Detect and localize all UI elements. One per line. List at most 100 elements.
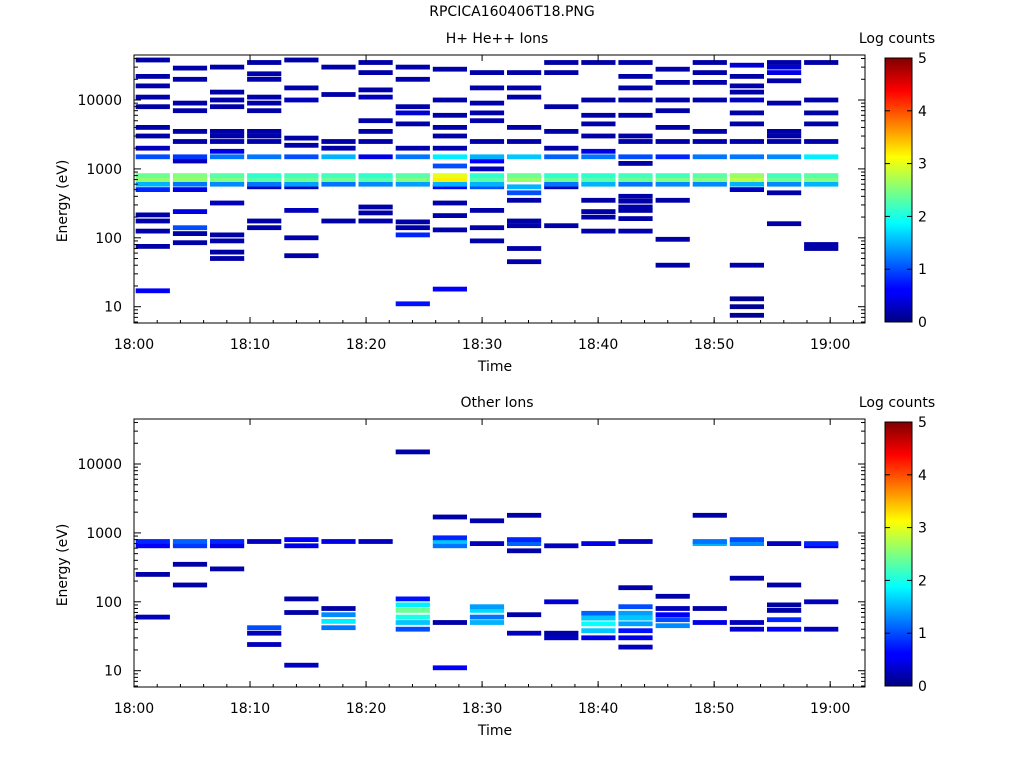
heatmap-cell — [544, 129, 579, 134]
heatmap-cell — [210, 154, 245, 160]
heatmap-cell — [544, 173, 579, 178]
heatmap-cell — [544, 223, 579, 229]
x-tick-label: 18:30 — [462, 337, 502, 353]
heatmap-cell — [581, 621, 616, 627]
heatmap-cell — [804, 181, 839, 187]
heatmap-cell — [395, 181, 430, 187]
y-tick-label: 10 — [104, 300, 122, 316]
heatmap-cell — [804, 121, 839, 127]
heatmap-cell — [210, 129, 245, 134]
heatmap-cell — [135, 543, 170, 549]
heatmap-cell — [135, 539, 170, 544]
heatmap-cell — [432, 97, 467, 103]
heatmap-cell — [210, 232, 245, 238]
heatmap-cell — [655, 197, 690, 203]
heatmap-cell — [432, 145, 467, 151]
heatmap-cell — [284, 253, 319, 259]
heatmap-cell — [655, 139, 690, 144]
heatmap-cell — [729, 110, 764, 116]
heatmap-cell — [135, 94, 170, 100]
heatmap-cell — [135, 57, 170, 63]
heatmap-cell — [395, 145, 430, 151]
heatmap-cell — [469, 181, 505, 187]
heatmap-cell — [507, 173, 542, 178]
heatmap-cell — [210, 539, 245, 544]
plot-frame — [133, 54, 866, 324]
heatmap-cell — [210, 256, 245, 261]
y-axis-label: Energy (eV) — [55, 160, 71, 243]
heatmap-cell — [581, 635, 616, 641]
heatmap-cell — [210, 89, 245, 95]
colorbar-tick-label: 1 — [918, 626, 927, 642]
heatmap-cell — [655, 66, 690, 72]
y-tick-label: 1000 — [86, 162, 122, 178]
heatmap-cell — [618, 97, 653, 103]
heatmap-cell — [507, 537, 542, 542]
y-tick-label: 100 — [95, 595, 122, 611]
heatmap-cell — [172, 173, 208, 178]
heatmap-cell — [395, 219, 430, 225]
heatmap-cell — [618, 60, 653, 65]
heatmap-cell — [767, 617, 802, 623]
heatmap-cell — [507, 223, 542, 229]
heatmap-cell — [618, 154, 653, 160]
heatmap-cell — [172, 177, 208, 182]
heatmap-cell — [618, 204, 653, 210]
colorbar-tick-label: 2 — [918, 573, 927, 589]
heatmap-cell — [729, 177, 764, 182]
heatmap-cell — [804, 154, 839, 160]
heatmap-cell — [247, 94, 282, 100]
heatmap-cell — [210, 104, 245, 110]
heatmap-cell — [172, 65, 208, 71]
heatmap-cell — [432, 125, 467, 130]
heatmap-cell — [432, 539, 467, 544]
heatmap-cell — [395, 626, 430, 632]
heatmap-cell — [469, 608, 505, 613]
heatmap-cell — [507, 70, 542, 75]
heatmap-cell — [655, 606, 690, 611]
panel-h-he-ions: H+ He++ Ions Log counts 18:00 18:10 18:20 1… — [55, 31, 935, 375]
heatmap-cell — [135, 104, 170, 110]
heatmap-cell — [469, 70, 505, 75]
heatmap-cell — [172, 582, 208, 588]
heatmap-cell — [172, 139, 208, 144]
heatmap-cell — [469, 166, 505, 172]
heatmap-cell — [432, 181, 467, 187]
heatmap-cell — [618, 85, 653, 91]
heatmap-cell — [729, 154, 764, 160]
heatmap-cell — [729, 626, 764, 632]
heatmap-cell — [692, 620, 727, 625]
heatmap-cell — [655, 97, 690, 103]
heatmap-cell — [284, 97, 319, 103]
heatmap-cell — [804, 242, 839, 247]
heatmap-cell — [172, 154, 208, 160]
heatmap-cell — [135, 288, 170, 294]
heatmap-cell — [655, 623, 690, 629]
heatmap-cell — [581, 154, 616, 160]
heatmap-cell — [692, 60, 727, 65]
heatmap-cell — [469, 154, 505, 160]
heatmap-cell — [358, 204, 393, 210]
heatmap-cell — [692, 173, 727, 178]
heatmap-cell — [507, 246, 542, 251]
heatmap-cell — [321, 606, 356, 611]
heatmap-cell — [172, 231, 208, 236]
heatmap-cell — [581, 209, 616, 214]
heatmap-cell — [247, 539, 282, 544]
colorbar-tick-label: 2 — [918, 209, 927, 225]
x-tick-label: 18:50 — [694, 337, 734, 353]
heatmap-cell — [581, 628, 616, 634]
heatmap-cell — [804, 177, 839, 182]
heatmap-cell — [284, 235, 319, 241]
heatmap-cell — [581, 148, 616, 154]
heatmap-cell — [358, 139, 393, 144]
heatmap-cell — [469, 100, 505, 106]
colorbar-tick-label: 4 — [918, 468, 927, 484]
heatmap-cell — [618, 228, 653, 234]
heatmap-cell — [135, 187, 170, 192]
heatmap-cell — [395, 620, 430, 625]
heatmap-cell — [432, 535, 467, 541]
heatmap-cell — [544, 630, 579, 636]
heatmap-cell — [618, 604, 653, 610]
colorbar-ticks: 0 1 2 3 4 5 — [885, 51, 927, 331]
